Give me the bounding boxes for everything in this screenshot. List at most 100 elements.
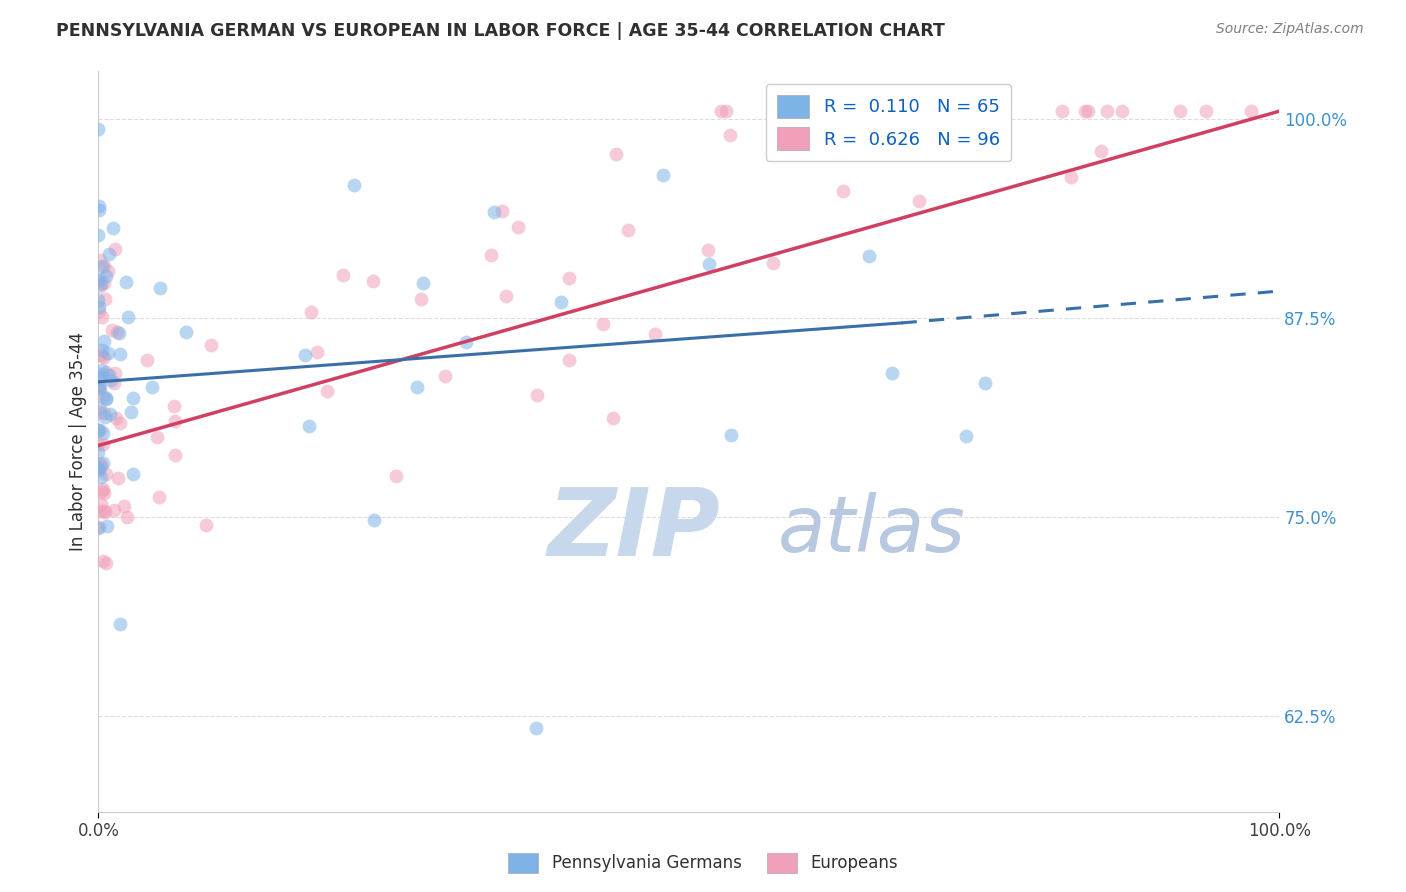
Point	[94, 268, 117, 283]
Point	[108, 416, 131, 430]
Point	[195, 517, 218, 532]
Point	[508, 219, 530, 234]
Point	[908, 194, 931, 209]
Point	[87, 424, 110, 438]
Point	[87, 423, 110, 437]
Point	[90, 470, 112, 484]
Point	[524, 721, 547, 735]
Text: atlas: atlas	[778, 492, 966, 568]
Point	[89, 379, 111, 393]
Point	[89, 278, 111, 293]
Point	[89, 457, 111, 471]
Point	[121, 405, 143, 419]
Point	[697, 256, 720, 270]
Text: Source: ZipAtlas.com: Source: ZipAtlas.com	[1216, 22, 1364, 37]
Point	[89, 370, 111, 384]
Point	[98, 246, 121, 260]
Point	[112, 499, 135, 513]
Point	[602, 411, 624, 425]
Point	[96, 392, 118, 407]
Point	[361, 274, 384, 288]
Point	[103, 503, 125, 517]
Point	[93, 259, 115, 273]
Point	[91, 343, 114, 358]
Point	[87, 202, 110, 217]
Point	[115, 510, 138, 524]
Point	[96, 519, 118, 533]
Point	[94, 410, 117, 425]
Point	[87, 382, 110, 396]
Point	[558, 270, 581, 285]
Point	[87, 378, 110, 392]
Point	[305, 345, 328, 359]
Point	[858, 249, 880, 263]
Point	[94, 392, 117, 406]
Point	[91, 437, 114, 451]
Point	[696, 243, 718, 257]
Point	[91, 483, 114, 497]
Point	[117, 310, 139, 324]
Point	[644, 327, 666, 342]
Point	[98, 407, 121, 421]
Point	[165, 448, 187, 462]
Point	[91, 554, 114, 568]
Legend: R =  0.110   N = 65, R =  0.626   N = 96: R = 0.110 N = 65, R = 0.626 N = 96	[766, 84, 1011, 161]
Point	[434, 369, 457, 384]
Point	[87, 445, 110, 459]
Point	[93, 485, 115, 500]
Point	[148, 490, 170, 504]
Point	[97, 264, 120, 278]
Point	[101, 221, 124, 235]
Point	[108, 347, 131, 361]
Point	[87, 228, 110, 243]
Point	[87, 437, 110, 451]
Point	[94, 556, 117, 570]
Point	[1097, 104, 1119, 119]
Point	[136, 353, 159, 368]
Point	[592, 317, 614, 331]
Point	[87, 293, 110, 308]
Point	[955, 429, 977, 443]
Point	[89, 347, 111, 361]
Point	[550, 295, 572, 310]
Point	[762, 256, 785, 270]
Point	[100, 323, 122, 337]
Point	[828, 104, 851, 119]
Point	[1168, 104, 1191, 119]
Legend: Pennsylvania Germans, Europeans: Pennsylvania Germans, Europeans	[502, 847, 904, 880]
Point	[91, 389, 114, 403]
Point	[93, 334, 115, 348]
Point	[299, 305, 322, 319]
Point	[1195, 104, 1218, 119]
Point	[90, 277, 112, 291]
Point	[411, 293, 433, 307]
Point	[1111, 104, 1133, 119]
Point	[104, 410, 127, 425]
Point	[93, 407, 115, 421]
Point	[91, 363, 114, 377]
Point	[616, 222, 638, 236]
Point	[87, 272, 110, 286]
Point	[385, 469, 408, 483]
Point	[89, 423, 111, 437]
Point	[174, 325, 197, 339]
Point	[97, 368, 120, 382]
Point	[122, 467, 145, 482]
Point	[94, 505, 117, 519]
Point	[89, 199, 111, 213]
Point	[93, 504, 115, 518]
Point	[714, 104, 737, 119]
Point	[406, 380, 429, 394]
Point	[149, 281, 172, 295]
Point	[1050, 104, 1073, 119]
Point	[90, 497, 112, 511]
Point	[93, 351, 115, 365]
Point	[1240, 104, 1263, 119]
Point	[91, 484, 114, 499]
Point	[316, 384, 339, 399]
Point	[121, 391, 143, 405]
Point	[869, 104, 891, 119]
Y-axis label: In Labor Force | Age 35-44: In Labor Force | Age 35-44	[69, 332, 87, 551]
Point	[922, 134, 945, 148]
Point	[89, 504, 111, 518]
